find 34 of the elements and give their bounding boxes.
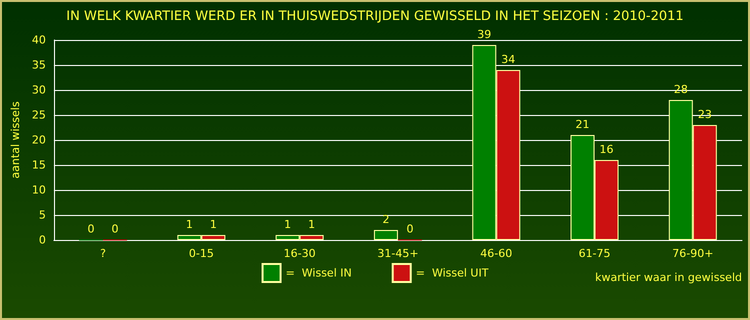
- data-label: 0: [112, 222, 119, 236]
- x-tick-label: ?: [100, 247, 106, 260]
- legend-label: = Wissel UIT: [416, 266, 489, 280]
- x-tick-label: 46-60: [480, 247, 512, 260]
- data-label: 1: [210, 218, 217, 231]
- y-tick-label: 30: [32, 84, 46, 96]
- y-axis-title: aantal wissels: [9, 101, 22, 179]
- data-label: 2: [382, 213, 390, 226]
- data-label: 21: [576, 118, 590, 131]
- y-tick-label: 35: [32, 58, 46, 72]
- data-label: 1: [186, 218, 193, 231]
- x-axis-title: kwartier waar in gewisseld: [595, 271, 742, 284]
- x-tick-label: 31-45+: [377, 247, 419, 260]
- data-label: 1: [284, 218, 292, 231]
- data-label: 0: [88, 222, 95, 236]
- data-label: 16: [600, 143, 614, 156]
- y-tick-label: 40: [32, 34, 46, 46]
- legend-label: = Wissel IN: [286, 266, 352, 280]
- data-label: 34: [501, 53, 516, 66]
- y-tick-label: 20: [32, 134, 46, 146]
- x-tick-label: 76-90+: [672, 247, 714, 260]
- x-tick-label: 0-15: [188, 247, 214, 260]
- x-tick-label: 16-30: [284, 247, 316, 260]
- data-label: 1: [308, 218, 316, 231]
- y-tick-label: 0: [38, 234, 46, 246]
- bar: [374, 230, 398, 240]
- y-tick-label: 10: [32, 184, 46, 196]
- y-tick-label: 5: [38, 208, 46, 222]
- y-tick-label: 15: [32, 158, 46, 172]
- x-tick-label: 61-75: [578, 247, 611, 260]
- data-label: 0: [406, 222, 414, 236]
- y-tick-label: 25: [32, 108, 46, 122]
- chart-title: IN WELK KWARTIER WERD ER IN THUISWEDSTRIJDEN GEWISSELD IN HET SEIZOEN : 2010-2011: [66, 9, 684, 24]
- data-label: 39: [477, 28, 492, 41]
